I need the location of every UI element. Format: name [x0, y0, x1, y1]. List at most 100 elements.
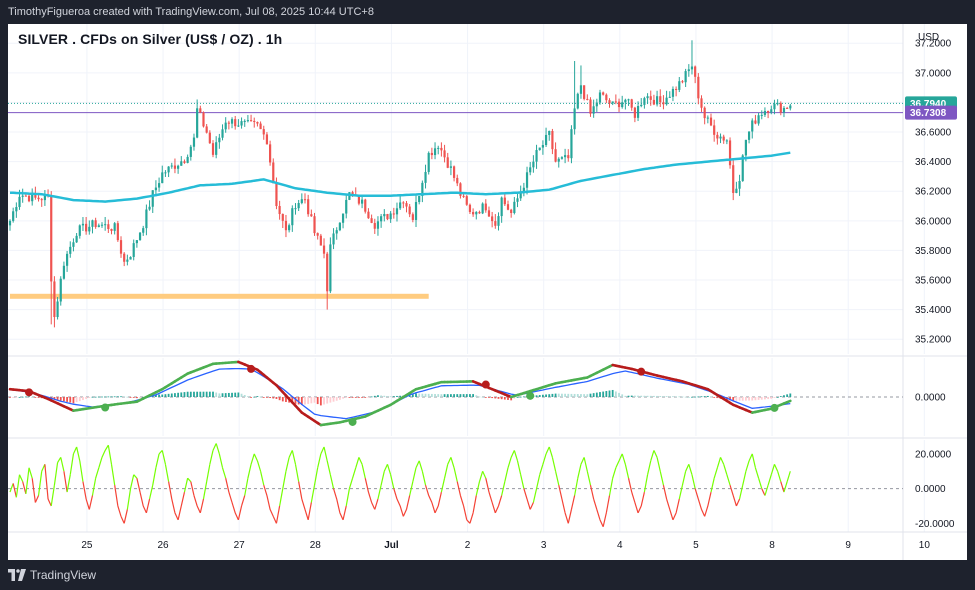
oscillator-histogram-bar	[481, 396, 484, 398]
oscillator-histogram-bar	[491, 397, 494, 399]
momentum-line-segment	[190, 481, 195, 496]
oscillator-histogram-bar	[643, 395, 646, 397]
candle	[72, 242, 75, 247]
momentum-line-segment	[478, 471, 484, 482]
candle	[459, 183, 462, 196]
momentum-line-segment	[780, 481, 785, 493]
momentum-line-segment	[380, 471, 385, 486]
time-tick-label: 8	[769, 540, 775, 551]
momentum-line-segment	[41, 464, 46, 472]
candle	[462, 195, 465, 197]
oscillator-histogram-bar	[338, 397, 341, 400]
oscillator-histogram-bar	[697, 396, 700, 398]
momentum-line-segment	[605, 495, 611, 514]
candle	[405, 203, 408, 207]
momentum-line-segment	[551, 457, 557, 472]
candle	[640, 104, 643, 107]
oscillator-histogram-bar	[716, 397, 719, 399]
momentum-line-segment	[412, 467, 417, 482]
momentum-line-segment	[31, 478, 36, 503]
momentum-line-segment	[488, 491, 493, 503]
momentum-line-segment	[301, 498, 306, 510]
oscillator-histogram-bar	[621, 394, 624, 397]
momentum-line-segment	[596, 509, 601, 521]
oscillator-histogram-bar	[627, 395, 630, 397]
momentum-line-segment	[713, 467, 718, 479]
oscillator-histogram-bar	[443, 394, 446, 397]
momentum-line-segment	[60, 457, 65, 472]
momentum-line-segment	[336, 498, 341, 514]
oscillator-histogram-bar	[408, 395, 411, 397]
oscillator-histogram-bar	[687, 397, 690, 398]
oscillator-histogram-bar	[694, 396, 697, 398]
candle	[440, 147, 443, 151]
candle	[326, 253, 329, 292]
candle	[529, 167, 532, 173]
momentum-line-segment	[367, 491, 373, 503]
candle	[399, 202, 402, 209]
candle	[506, 204, 510, 210]
time-tick-label: 26	[157, 540, 169, 551]
candle	[709, 117, 713, 126]
momentum-line-segment	[101, 450, 106, 458]
oscillator-histogram-bar	[380, 395, 383, 397]
candle	[621, 102, 624, 108]
momentum-line-segment	[12, 483, 17, 498]
momentum-line-segment	[735, 498, 741, 507]
candle	[583, 85, 586, 99]
candle	[595, 102, 598, 107]
oscillator-histogram-bar	[256, 396, 259, 397]
momentum-line-segment	[171, 498, 176, 514]
momentum-line-segment	[326, 460, 331, 475]
chart-caption: TimothyFigueroa created with TradingView…	[8, 6, 374, 18]
candle	[278, 206, 281, 215]
oscillator-histogram-bar	[107, 396, 110, 398]
momentum-tick-label: 20.0000	[915, 449, 952, 460]
moving-average-line	[9, 151, 791, 203]
oscillator-histogram-bar	[633, 395, 636, 397]
oscillator-histogram-bar	[78, 397, 81, 402]
oscillator-histogram-bar	[462, 394, 465, 397]
momentum-line-segment	[142, 505, 147, 514]
bearish-cross-dot	[637, 367, 646, 376]
candle	[383, 214, 386, 217]
momentum-line-segment	[79, 460, 84, 482]
candle	[782, 107, 786, 113]
oscillator-histogram-bar	[91, 396, 94, 398]
candle	[332, 233, 335, 245]
chart-canvas[interactable]: 37.200037.000036.800036.600036.400036.20…	[8, 24, 967, 560]
oscillator-histogram-bar	[326, 397, 329, 404]
momentum-line-segment	[196, 505, 201, 514]
oscillator-histogram-bar	[129, 397, 132, 398]
oscillator-histogram-bar	[599, 392, 601, 397]
oscillator-histogram-bar	[383, 395, 386, 397]
momentum-line-segment	[697, 498, 703, 510]
oscillator-histogram-bar	[554, 393, 557, 397]
price-tick-label: 35.8000	[915, 246, 952, 257]
momentum-line-segment	[409, 481, 414, 496]
oscillator-histogram-bar	[741, 397, 744, 401]
candle	[275, 183, 278, 207]
momentum-line-segment	[234, 512, 239, 521]
candle	[154, 187, 158, 191]
tradingview-logo[interactable]: TradingView	[8, 568, 96, 582]
oscillator-histogram-bar	[15, 397, 18, 398]
candle	[522, 187, 525, 193]
oscillator-histogram-bar	[139, 397, 141, 398]
oscillator-histogram-bar	[519, 396, 522, 398]
momentum-line-segment	[523, 488, 528, 500]
oscillator-histogram-bar	[681, 396, 684, 398]
momentum-line-segment	[742, 471, 747, 486]
candle	[237, 125, 240, 127]
time-tick-label: 5	[693, 540, 699, 551]
candle	[675, 88, 678, 90]
price-tick-label: 36.4000	[915, 157, 952, 168]
candle	[773, 103, 776, 110]
candle	[18, 196, 21, 208]
oscillator-histogram-bar	[358, 397, 360, 398]
chart-panel[interactable]: 37.200037.000036.800036.600036.400036.20…	[8, 24, 967, 560]
candle	[246, 120, 249, 122]
oscillator-histogram-bar	[12, 397, 15, 398]
momentum-line-segment	[405, 495, 411, 510]
oscillator-histogram-bar	[503, 397, 506, 400]
